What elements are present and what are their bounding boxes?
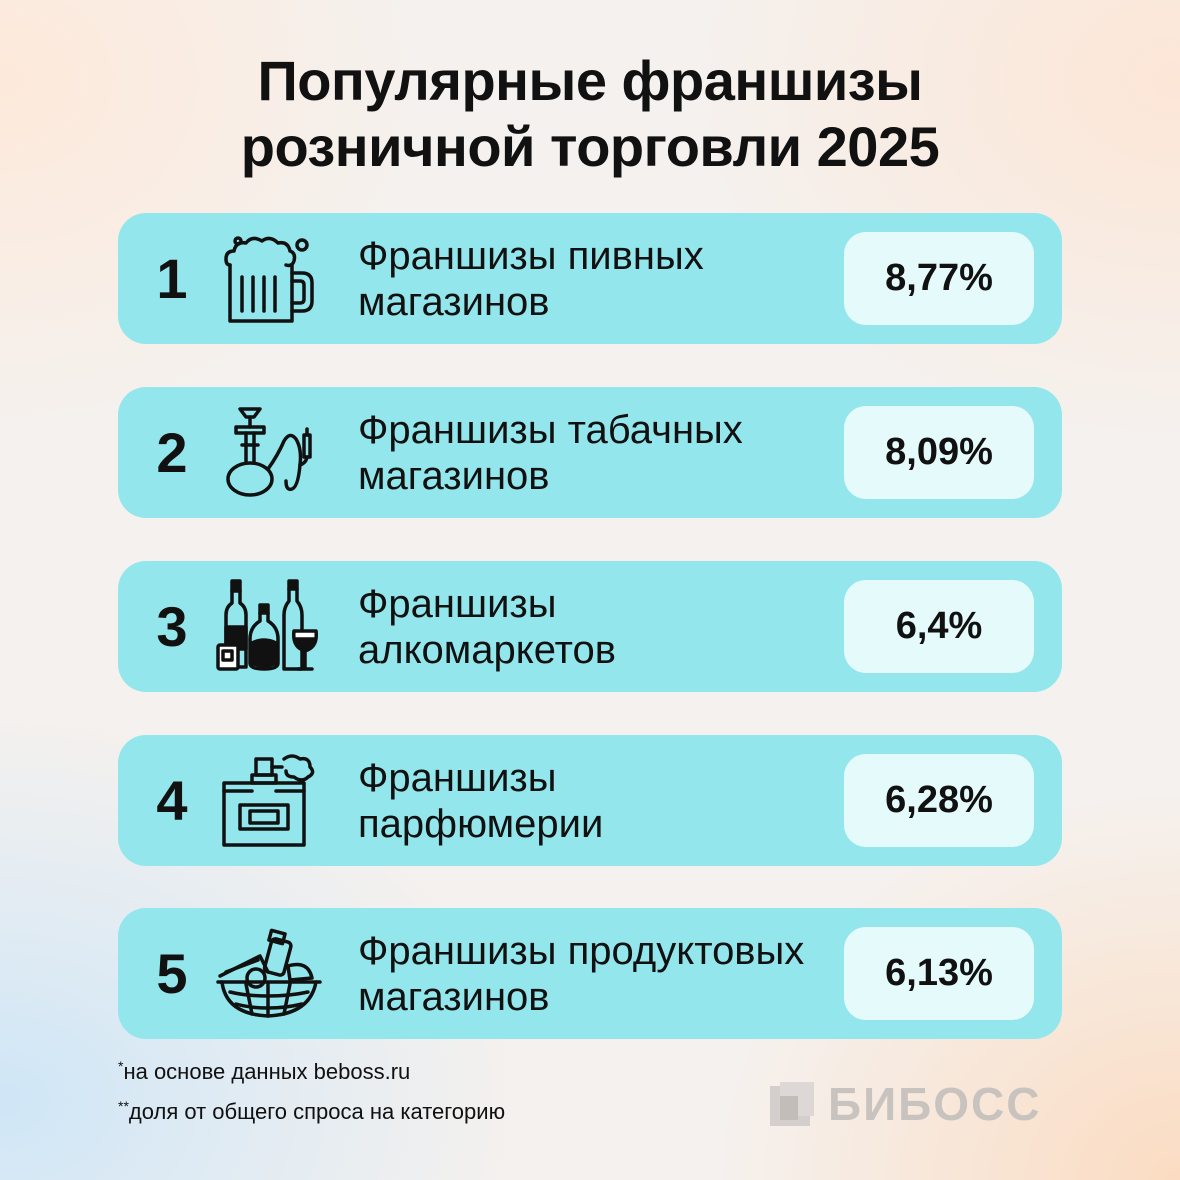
item-label: Франшизы пивных магазинов [358, 233, 838, 325]
item-label: Франшизы алкомаркетов [358, 581, 838, 673]
item-label-line-2: магазинов [358, 280, 550, 324]
share-value: 6,13% [844, 927, 1034, 1020]
item-label-line-1: Франшизы табачных [358, 408, 743, 452]
share-value: 6,4% [844, 580, 1034, 673]
rank-number: 5 [156, 942, 188, 1005]
item-label-line-1: Франшизы [358, 582, 557, 626]
list-item-liquor: 3 Франшизы алкомаркетов 6,4% [118, 561, 1062, 692]
item-label-line-2: парфюмерии [358, 802, 604, 846]
rank-number: 1 [156, 247, 188, 310]
list-item-beer: 1 Франшизы пивных магазинов 8,77% [118, 213, 1062, 344]
share-value: 6,28% [844, 754, 1034, 847]
footnote-definition: **доля от общего спроса на категорию [118, 1098, 505, 1125]
item-label: Франшизы парфюмерии [358, 755, 838, 847]
share-value: 8,77% [844, 232, 1034, 325]
brand-name: БИБОСС [828, 1078, 1042, 1130]
brand-logo: БИБОСС [770, 1078, 1041, 1130]
item-label-line-2: магазинов [358, 975, 550, 1019]
item-label-line-2: алкомаркетов [358, 628, 617, 672]
hookah-icon [216, 405, 322, 501]
item-label: Франшизы продуктовых магазинов [358, 928, 838, 1020]
footnote-mark: * [118, 1058, 124, 1074]
item-label-line-1: Франшизы пивных [358, 234, 704, 278]
footnote-text: на основе данных beboss.ru [123, 1059, 411, 1084]
list-item-tobacco: 2 Франшизы табачных магазинов 8,09% [118, 387, 1062, 518]
page-title: Популярные франшизы розничной торговли 2… [0, 48, 1180, 180]
perfume-bottle-icon [216, 753, 322, 849]
grocery-basket-icon [216, 926, 322, 1022]
rank-number: 4 [156, 769, 188, 832]
item-label-line-1: Франшизы продуктовых [358, 929, 805, 973]
share-value: 8,09% [844, 406, 1034, 499]
footnote-mark: ** [118, 1098, 129, 1114]
brand-mark-icon [770, 1082, 814, 1126]
rank-number: 3 [156, 595, 188, 658]
item-label-line-2: магазинов [358, 454, 550, 498]
title-line-1: Популярные франшизы [257, 49, 923, 112]
title-line-2: розничной торговли 2025 [240, 115, 940, 178]
footnote-source: *на основе данных beboss.ru [118, 1058, 410, 1085]
footnote-text: доля от общего спроса на категорию [128, 1099, 506, 1124]
liquor-bottles-icon [216, 579, 322, 675]
list-item-perfume: 4 Франшизы парфюмерии 6,28% [118, 735, 1062, 866]
item-label-line-1: Франшизы [358, 756, 557, 800]
beer-mug-icon [216, 231, 322, 327]
item-label: Франшизы табачных магазинов [358, 407, 838, 499]
list-item-grocery: 5 Франшизы продуктовых магазинов 6,13% [118, 908, 1062, 1039]
rank-number: 2 [156, 421, 188, 484]
